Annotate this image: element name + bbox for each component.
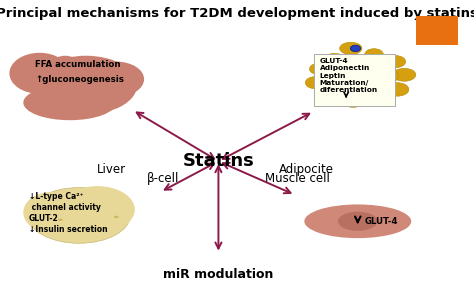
Ellipse shape (23, 192, 79, 233)
Ellipse shape (42, 56, 88, 109)
Ellipse shape (319, 88, 341, 100)
Text: β-cell: β-cell (146, 172, 179, 185)
Ellipse shape (392, 68, 416, 81)
Text: Liver: Liver (97, 163, 126, 176)
Ellipse shape (346, 64, 379, 83)
Text: miR modulation: miR modulation (163, 268, 273, 280)
Ellipse shape (304, 205, 411, 238)
Ellipse shape (327, 69, 352, 84)
Text: Statins: Statins (182, 152, 254, 170)
Bar (416, 16, 457, 45)
Ellipse shape (386, 83, 409, 96)
Ellipse shape (373, 69, 399, 84)
Ellipse shape (350, 45, 361, 52)
Ellipse shape (23, 85, 116, 120)
Ellipse shape (384, 55, 406, 68)
Ellipse shape (114, 216, 118, 218)
Ellipse shape (58, 219, 63, 221)
Ellipse shape (9, 53, 70, 94)
Ellipse shape (338, 212, 377, 231)
Ellipse shape (88, 62, 144, 97)
Ellipse shape (28, 187, 130, 243)
Text: Principal mechanisms for T2DM development induced by statins: Principal mechanisms for T2DM developmen… (0, 7, 474, 20)
Ellipse shape (324, 54, 345, 65)
Ellipse shape (340, 42, 362, 54)
Ellipse shape (341, 93, 365, 107)
FancyBboxPatch shape (314, 54, 395, 106)
Ellipse shape (305, 77, 327, 89)
Ellipse shape (61, 186, 135, 233)
Ellipse shape (310, 63, 330, 75)
Text: Muscle cell: Muscle cell (265, 172, 330, 185)
Text: ↓L-type Ca²⁺
 channel activity
GLUT-2
↓Insulin secretion: ↓L-type Ca²⁺ channel activity GLUT-2 ↓In… (29, 192, 108, 234)
Text: FFA accumulation: FFA accumulation (35, 60, 120, 69)
Ellipse shape (91, 228, 95, 230)
Text: ↑gluconeogenesis: ↑gluconeogenesis (35, 75, 124, 84)
Ellipse shape (365, 90, 388, 104)
Text: GLUT-4: GLUT-4 (365, 217, 398, 226)
Text: GLUT-4
Adiponectin
Leptin
Maturation/
diferentiation: GLUT-4 Adiponectin Leptin Maturation/ di… (319, 58, 378, 93)
Ellipse shape (365, 49, 383, 60)
Text: Adipocite: Adipocite (279, 163, 334, 176)
Ellipse shape (35, 56, 137, 114)
